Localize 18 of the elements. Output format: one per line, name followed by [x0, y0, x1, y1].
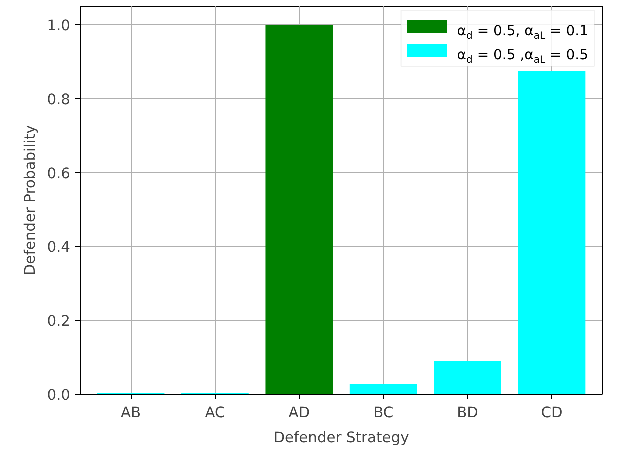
x-tick-label: AD: [288, 404, 310, 422]
y-axis-title: Defender Probability: [22, 125, 40, 276]
bar: [266, 24, 334, 394]
x-tick-label: AC: [205, 404, 226, 422]
bar: [518, 72, 586, 394]
y-tick-label: 0.2: [47, 313, 71, 330]
bar: [350, 384, 418, 394]
bar: [434, 361, 502, 394]
x-tick-label: BD: [457, 404, 478, 422]
x-tick-label: AB: [120, 404, 142, 422]
x-tick-label: BC: [374, 404, 394, 422]
y-tick-label: 0.6: [47, 165, 71, 182]
y-tick-label: 0.4: [47, 239, 71, 256]
y-tick-label: 0.0: [47, 387, 71, 404]
y-tick-label: 0.8: [47, 91, 71, 108]
x-axis-title: Defender Strategy: [274, 430, 410, 446]
y-tick-label: 1.0: [47, 17, 71, 34]
x-tick-label: CD: [541, 404, 563, 422]
